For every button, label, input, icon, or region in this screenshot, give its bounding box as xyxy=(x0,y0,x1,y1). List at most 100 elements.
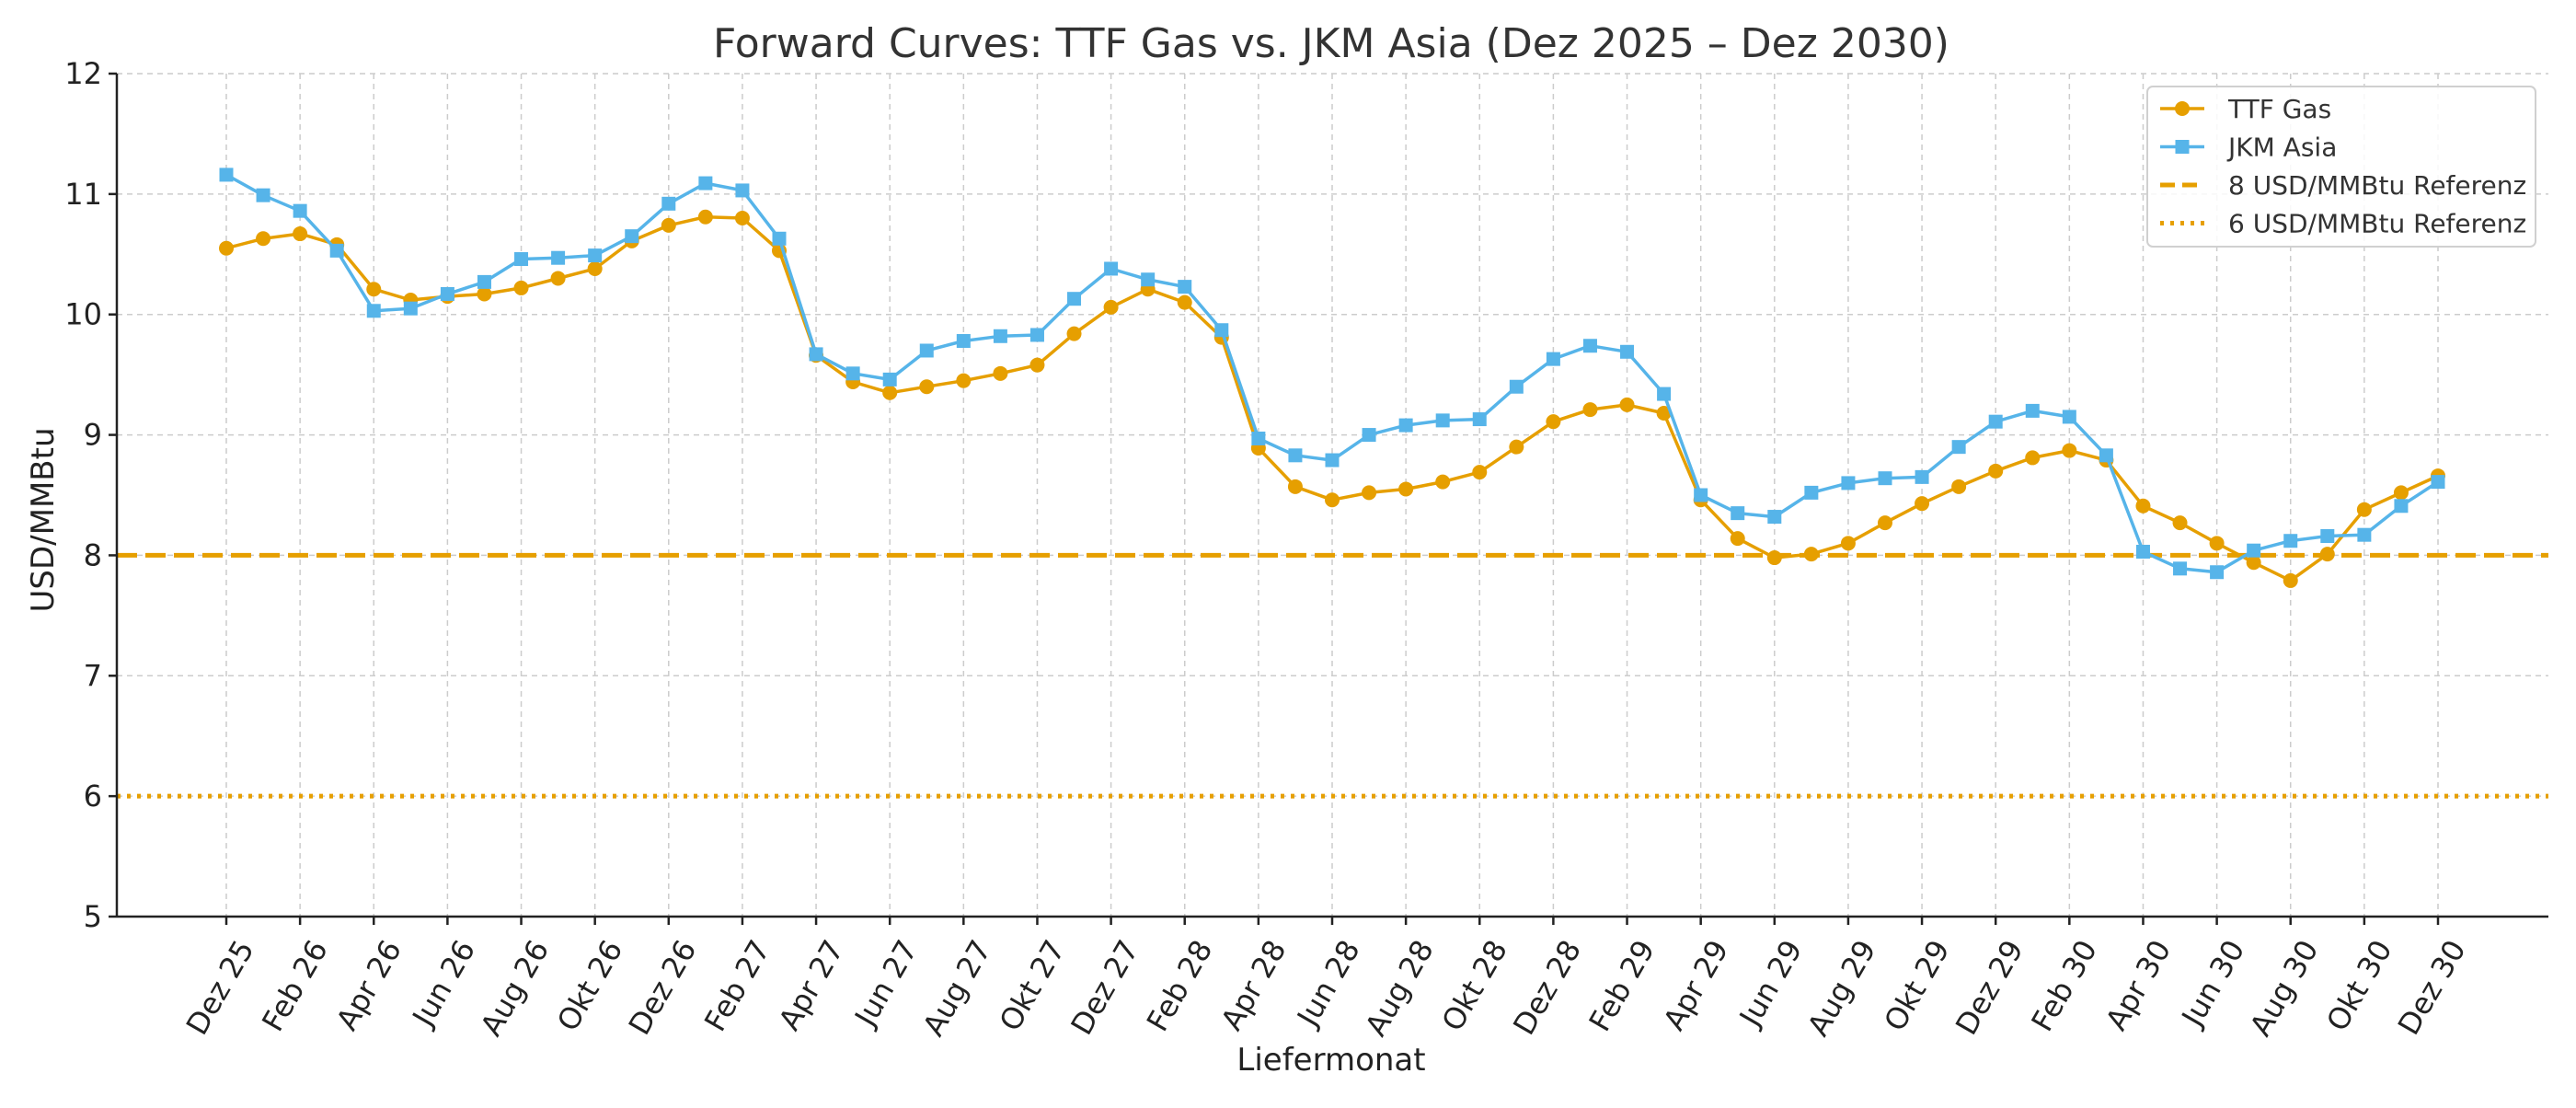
y-tick-label: 9 xyxy=(84,418,102,453)
data-point xyxy=(1951,440,1966,455)
data-point xyxy=(2247,543,2261,558)
data-point xyxy=(1804,485,1819,500)
data-point xyxy=(993,365,1008,381)
legend: TTF Gas JKM Asia 8 USD/MMBtu Referenz 6 USD… xyxy=(2146,86,2536,248)
data-point xyxy=(1620,344,1635,359)
data-point xyxy=(403,301,418,316)
data-point xyxy=(919,379,935,395)
x-axis-title: Liefermonat xyxy=(1236,1042,1425,1079)
x-tick-label: Dez 30 xyxy=(2391,934,2473,1041)
data-point xyxy=(2173,561,2188,576)
y-tick-label: 12 xyxy=(64,56,102,91)
y-axis-title: USD/MMBtu xyxy=(25,428,62,613)
x-tick-label: Feb 28 xyxy=(1140,934,1220,1037)
data-point xyxy=(1619,397,1635,412)
data-point xyxy=(1766,550,1782,566)
data-point xyxy=(1362,485,1377,501)
x-tick-label: Apr 29 xyxy=(1656,934,1735,1036)
data-point xyxy=(1472,412,1487,427)
x-tick-label: Aug 29 xyxy=(1800,934,1883,1042)
data-point xyxy=(1582,339,1597,353)
legend-box xyxy=(2146,86,2536,248)
data-point xyxy=(1509,379,1524,394)
data-point xyxy=(1214,323,1229,338)
data-point xyxy=(219,240,234,256)
x-tick-label: Okt 27 xyxy=(993,934,1072,1037)
data-point xyxy=(477,274,491,289)
x-tick-label: Feb 30 xyxy=(2024,934,2104,1037)
x-tick-label: Apr 30 xyxy=(2099,934,2178,1036)
data-point xyxy=(919,343,934,358)
series-ttf-gas xyxy=(219,209,2445,588)
data-point xyxy=(1988,414,2003,429)
y-tick-label: 5 xyxy=(84,899,102,934)
data-point xyxy=(1546,352,1560,366)
data-point xyxy=(256,188,270,202)
data-point xyxy=(1656,406,1672,421)
x-tick-label: Okt 28 xyxy=(1434,934,1513,1037)
data-point xyxy=(514,252,529,267)
x-tick-label: Jun 28 xyxy=(1289,934,1366,1033)
data-point xyxy=(1546,414,1561,430)
data-point xyxy=(1435,413,1450,428)
x-tick-label: Jun 26 xyxy=(405,934,482,1033)
data-point xyxy=(1325,492,1340,508)
x-tick-label: Okt 30 xyxy=(2319,934,2398,1037)
data-point xyxy=(366,304,381,318)
data-point xyxy=(1657,387,1672,401)
y-tick-label: 10 xyxy=(64,297,102,332)
x-tick-label: Dez 26 xyxy=(622,934,704,1041)
x-tick-label: Okt 29 xyxy=(1877,934,1956,1037)
data-point xyxy=(1288,448,1303,463)
y-tick-label: 8 xyxy=(84,537,102,572)
x-tick-label: Dez 27 xyxy=(1064,934,1145,1041)
data-point xyxy=(1767,510,1782,525)
chart-title: Forward Curves: TTF Gas vs. JKM Asia (De… xyxy=(713,20,1949,67)
x-tick-label: Aug 30 xyxy=(2243,934,2326,1042)
data-point xyxy=(588,248,603,263)
data-point xyxy=(550,271,566,286)
data-point xyxy=(2319,547,2335,562)
data-point xyxy=(513,280,529,295)
data-point xyxy=(2062,410,2076,424)
data-point xyxy=(1841,476,1856,491)
data-point xyxy=(256,231,271,247)
x-tick-label: Aug 28 xyxy=(1358,934,1441,1042)
data-point xyxy=(2320,528,2335,543)
data-point xyxy=(661,196,676,211)
data-point xyxy=(1840,536,1856,551)
data-point xyxy=(1067,292,1082,306)
data-point xyxy=(1435,474,1451,490)
series-jkm-asia xyxy=(219,167,2445,580)
data-point xyxy=(2394,499,2409,514)
x-tick-label: Feb 27 xyxy=(697,934,777,1037)
data-point xyxy=(329,243,344,258)
data-point xyxy=(2431,475,2445,490)
data-point xyxy=(1141,272,1156,287)
data-point xyxy=(993,329,1007,343)
data-point xyxy=(2210,565,2225,580)
data-point xyxy=(551,250,566,265)
data-point xyxy=(293,226,308,242)
data-point xyxy=(809,347,823,362)
x-tick-label: Aug 27 xyxy=(915,934,998,1042)
x-tick-label: Okt 26 xyxy=(550,934,629,1037)
data-point xyxy=(440,286,454,301)
data-point xyxy=(625,229,639,244)
data-point xyxy=(293,203,307,218)
data-point xyxy=(2393,485,2409,501)
data-point xyxy=(661,217,676,233)
data-point xyxy=(1029,328,1044,342)
data-point xyxy=(1582,402,1598,418)
data-point xyxy=(1104,261,1119,276)
data-point xyxy=(697,209,713,225)
data-point xyxy=(1915,469,1929,484)
data-point xyxy=(2135,498,2151,514)
legend-label: TTF Gas xyxy=(2227,94,2331,124)
x-tick-label: Jun 27 xyxy=(847,934,925,1033)
x-tick-label: Jun 29 xyxy=(1731,934,1809,1033)
data-point xyxy=(735,183,750,198)
legend-label: 8 USD/MMBtu Referenz xyxy=(2228,170,2526,201)
data-point xyxy=(2099,448,2113,463)
y-tick-label: 11 xyxy=(64,177,102,212)
